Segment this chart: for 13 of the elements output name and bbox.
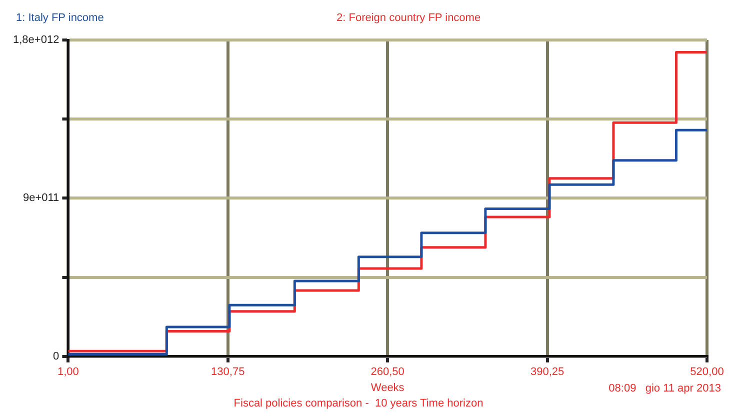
x-tick-label: 1,00 <box>57 366 79 378</box>
text: 1: Italy FP income <box>16 12 104 24</box>
y-tick-label: 0 <box>53 350 60 362</box>
x-tick-label: 390,25 <box>530 366 564 378</box>
x-tick-label: 130,75 <box>211 366 245 378</box>
y-tick-label: 1,8e+012 <box>13 34 60 46</box>
text: 2: Foreign country FP income <box>336 12 481 24</box>
y-tick-label: 9e+011 <box>22 192 60 204</box>
x-tick-label: 260,50 <box>370 366 404 378</box>
text: 08:09 gio 11 apr 2013 <box>608 382 721 394</box>
x-tick-label: 520,00 <box>690 366 724 378</box>
text: Fiscal policies comparison - 10 years Time horizon <box>234 397 484 410</box>
x-axis-title: Weeks <box>370 382 405 394</box>
